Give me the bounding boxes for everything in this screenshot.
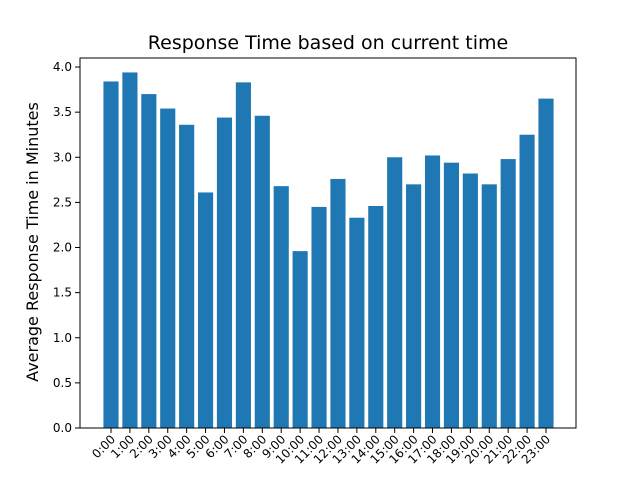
bar-6-00: [216, 117, 233, 428]
bar-16-00: [406, 184, 422, 428]
chart-title: Response Time based on current time: [148, 32, 508, 54]
y-tick-label: 2.5: [53, 195, 72, 209]
y-tick-label: 1.5: [53, 286, 72, 300]
bar-8-00: [254, 115, 270, 428]
bar-12-00: [330, 178, 346, 428]
x-ticks-group: 0:001:002:003:004:005:006:007:008:009:00…: [89, 428, 553, 467]
bar-3-00: [160, 108, 176, 428]
y-tick-label: 3.0: [53, 150, 72, 164]
bars-group: [103, 72, 554, 429]
bar-5-00: [198, 192, 214, 428]
bar-7-00: [235, 82, 251, 429]
y-ticks-group: 0.0 0.5 1.0 1.5 2.0 2.5 3.0 3.5 4.0: [53, 60, 80, 435]
y-tick-label: 4.0: [53, 60, 72, 74]
bar-20-00: [481, 184, 497, 428]
bar-14-00: [368, 206, 384, 428]
bar-10-00: [292, 251, 308, 428]
bar-15-00: [387, 157, 403, 428]
bar-23-00: [538, 98, 554, 429]
y-tick-label: 2.0: [53, 241, 72, 255]
y-tick-label: 0.5: [53, 376, 72, 390]
bar-4-00: [179, 124, 195, 428]
y-tick-label: 1.0: [53, 331, 72, 345]
bar-1-00: [122, 72, 138, 428]
bar-2-00: [141, 94, 157, 428]
plot-frame: [79, 57, 577, 429]
bar-9-00: [273, 186, 289, 428]
bar-22-00: [519, 134, 535, 428]
bar-17-00: [424, 155, 441, 428]
y-tick-label: 3.5: [53, 105, 72, 119]
bar-18-00: [443, 162, 459, 428]
y-tick-label: 0.0: [53, 421, 72, 435]
bar-19-00: [462, 173, 478, 428]
bar-21-00: [500, 159, 516, 428]
y-axis-label: Average Response Time in Minutes: [23, 102, 42, 382]
bar-0-00: [103, 81, 119, 429]
bar-13-00: [349, 217, 365, 428]
bar-11-00: [311, 206, 327, 428]
